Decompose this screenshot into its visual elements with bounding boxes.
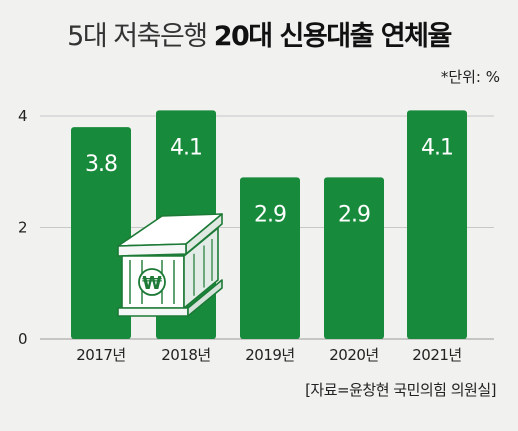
value-label: 2.9 bbox=[338, 202, 370, 227]
title-main: 20대 신용대출 연체율 bbox=[213, 21, 453, 52]
bar-4 bbox=[407, 110, 467, 339]
category-label: 2021년 bbox=[412, 346, 461, 364]
value-label: 4.1 bbox=[421, 135, 453, 160]
category-label: 2018년 bbox=[161, 346, 210, 364]
bar-0 bbox=[71, 127, 131, 340]
y-tick-label: 4 bbox=[18, 107, 28, 125]
value-label: 3.8 bbox=[85, 152, 117, 177]
value-label: 4.1 bbox=[170, 135, 202, 160]
won-coin bbox=[138, 268, 166, 296]
y-tick-label: 0 bbox=[18, 330, 28, 348]
category-label: 2019년 bbox=[245, 346, 294, 364]
won-symbol: ₩ bbox=[142, 273, 162, 294]
bank-base-front bbox=[117, 307, 189, 317]
bank-body-side bbox=[183, 227, 219, 309]
title-prefix: 5대 저축은행 bbox=[67, 21, 208, 52]
y-tick-label: 2 bbox=[18, 219, 28, 237]
bank-base-side bbox=[187, 279, 223, 317]
unit-label: *단위: % bbox=[440, 68, 500, 86]
bank-roof-front bbox=[117, 243, 187, 257]
bank-building-icon: ₩ bbox=[117, 213, 223, 317]
source-credit: [자료=윤창현 국민의힘 의원실] bbox=[305, 381, 496, 399]
category-label: 2020년 bbox=[329, 346, 378, 364]
bar-2 bbox=[240, 177, 300, 339]
chart-title: 5대 저축은행 20대 신용대출 연체율 bbox=[0, 14, 518, 53]
category-label: 2017년 bbox=[76, 346, 125, 364]
bar-3 bbox=[324, 177, 384, 339]
value-label: 2.9 bbox=[254, 202, 286, 227]
